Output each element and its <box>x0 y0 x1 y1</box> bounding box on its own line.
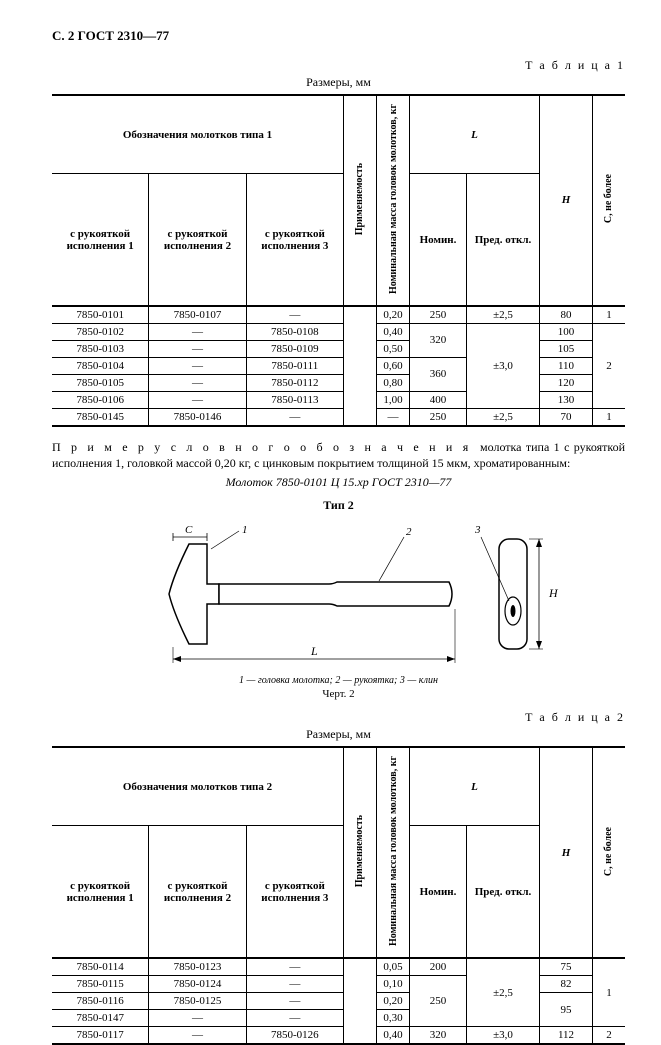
th-design-group: Обозначения молотков типа 2 <box>52 747 344 826</box>
table-row: 7850-0103 — 7850-0109 0,50 105 <box>52 340 625 357</box>
svg-text:3: 3 <box>474 524 481 536</box>
th-nominal-mass: Номинальная масса головок молотков, кг <box>377 747 410 958</box>
th-handle2: с рукояткой исполнения 2 <box>149 826 246 958</box>
figure-hammer: C L 1 2 3 H <box>52 519 625 669</box>
figure-label: Черт. 2 <box>52 688 625 700</box>
svg-text:1: 1 <box>242 524 248 536</box>
th-H: H <box>540 747 593 958</box>
table2: Обозначения молотков типа 2 Применяемост… <box>52 746 625 1045</box>
svg-text:H: H <box>548 586 559 600</box>
table1: Обозначения молотков типа 1 Применяемост… <box>52 94 625 427</box>
table-row: 7850-0116 7850-0125 — 0,20 95 <box>52 993 625 1010</box>
table-row: 7850-0101 7850-0107 — 0,20 250 ±2,5 80 1 <box>52 306 625 324</box>
example-designation: П р и м е р у с л о в н о г о о б о з н … <box>52 439 625 471</box>
table2-label: Т а б л и ц а 2 <box>52 710 625 725</box>
th-nomin: Номин. <box>410 826 467 958</box>
table-row: 7850-0114 7850-0123 — 0,05 200 ±2,5 75 1 <box>52 958 625 976</box>
table1-label: Т а б л и ц а 1 <box>52 58 625 73</box>
table-row: 7850-0106 — 7850-0113 1,00 400 130 <box>52 391 625 408</box>
th-handle2: с рукояткой исполнения 2 <box>149 174 246 306</box>
table-row: 7850-0115 7850-0124 — 0,10 250 82 <box>52 976 625 993</box>
svg-text:C: C <box>185 524 193 536</box>
table-row: 7850-0102 — 7850-0108 0,40 320 ±3,0 100 … <box>52 323 625 340</box>
example-italic: Молоток 7850-0101 Ц 15.хр ГОСТ 2310—77 <box>52 475 625 490</box>
table-row: 7850-0105 — 7850-0112 0,80 120 <box>52 374 625 391</box>
table2-caption: Размеры, мм <box>52 727 625 742</box>
table-row: 7850-0145 7850-0146 — — 250 ±2,5 70 1 <box>52 408 625 426</box>
th-H: H <box>540 95 593 306</box>
th-handle3: с рукояткой исполнения 3 <box>246 174 343 306</box>
svg-text:L: L <box>310 644 318 658</box>
svg-text:2: 2 <box>406 526 412 538</box>
th-C: С, не более <box>593 95 626 306</box>
th-handle3: с рукояткой исполнения 3 <box>246 826 343 958</box>
table1-caption: Размеры, мм <box>52 75 625 90</box>
th-L: L <box>410 95 540 174</box>
th-pred: Пред. откл. <box>467 174 540 306</box>
th-pred: Пред. откл. <box>467 826 540 958</box>
figure-caption: 1 — головка молотка; 2 — рукоятка; 3 — к… <box>52 675 625 686</box>
th-L: L <box>410 747 540 826</box>
th-applicability: Применяемость <box>344 747 377 958</box>
th-applicability: Применяемость <box>344 95 377 306</box>
th-C: С, не более <box>593 747 626 958</box>
th-handle1: с рукояткой исполнения 1 <box>52 826 149 958</box>
th-nominal-mass: Номинальная масса головок молотков, кг <box>377 95 410 306</box>
th-handle1: с рукояткой исполнения 1 <box>52 174 149 306</box>
th-nomin: Номин. <box>410 174 467 306</box>
table-row: 7850-0117 — 7850-0126 0,40 320 ±3,0 112 … <box>52 1027 625 1045</box>
th-design-group: Обозначения молотков типа 1 <box>52 95 344 174</box>
page-header: С. 2 ГОСТ 2310—77 <box>52 28 625 44</box>
type-heading: Тип 2 <box>52 498 625 513</box>
table-row: 7850-0104 — 7850-0111 0,60 360 110 <box>52 357 625 374</box>
